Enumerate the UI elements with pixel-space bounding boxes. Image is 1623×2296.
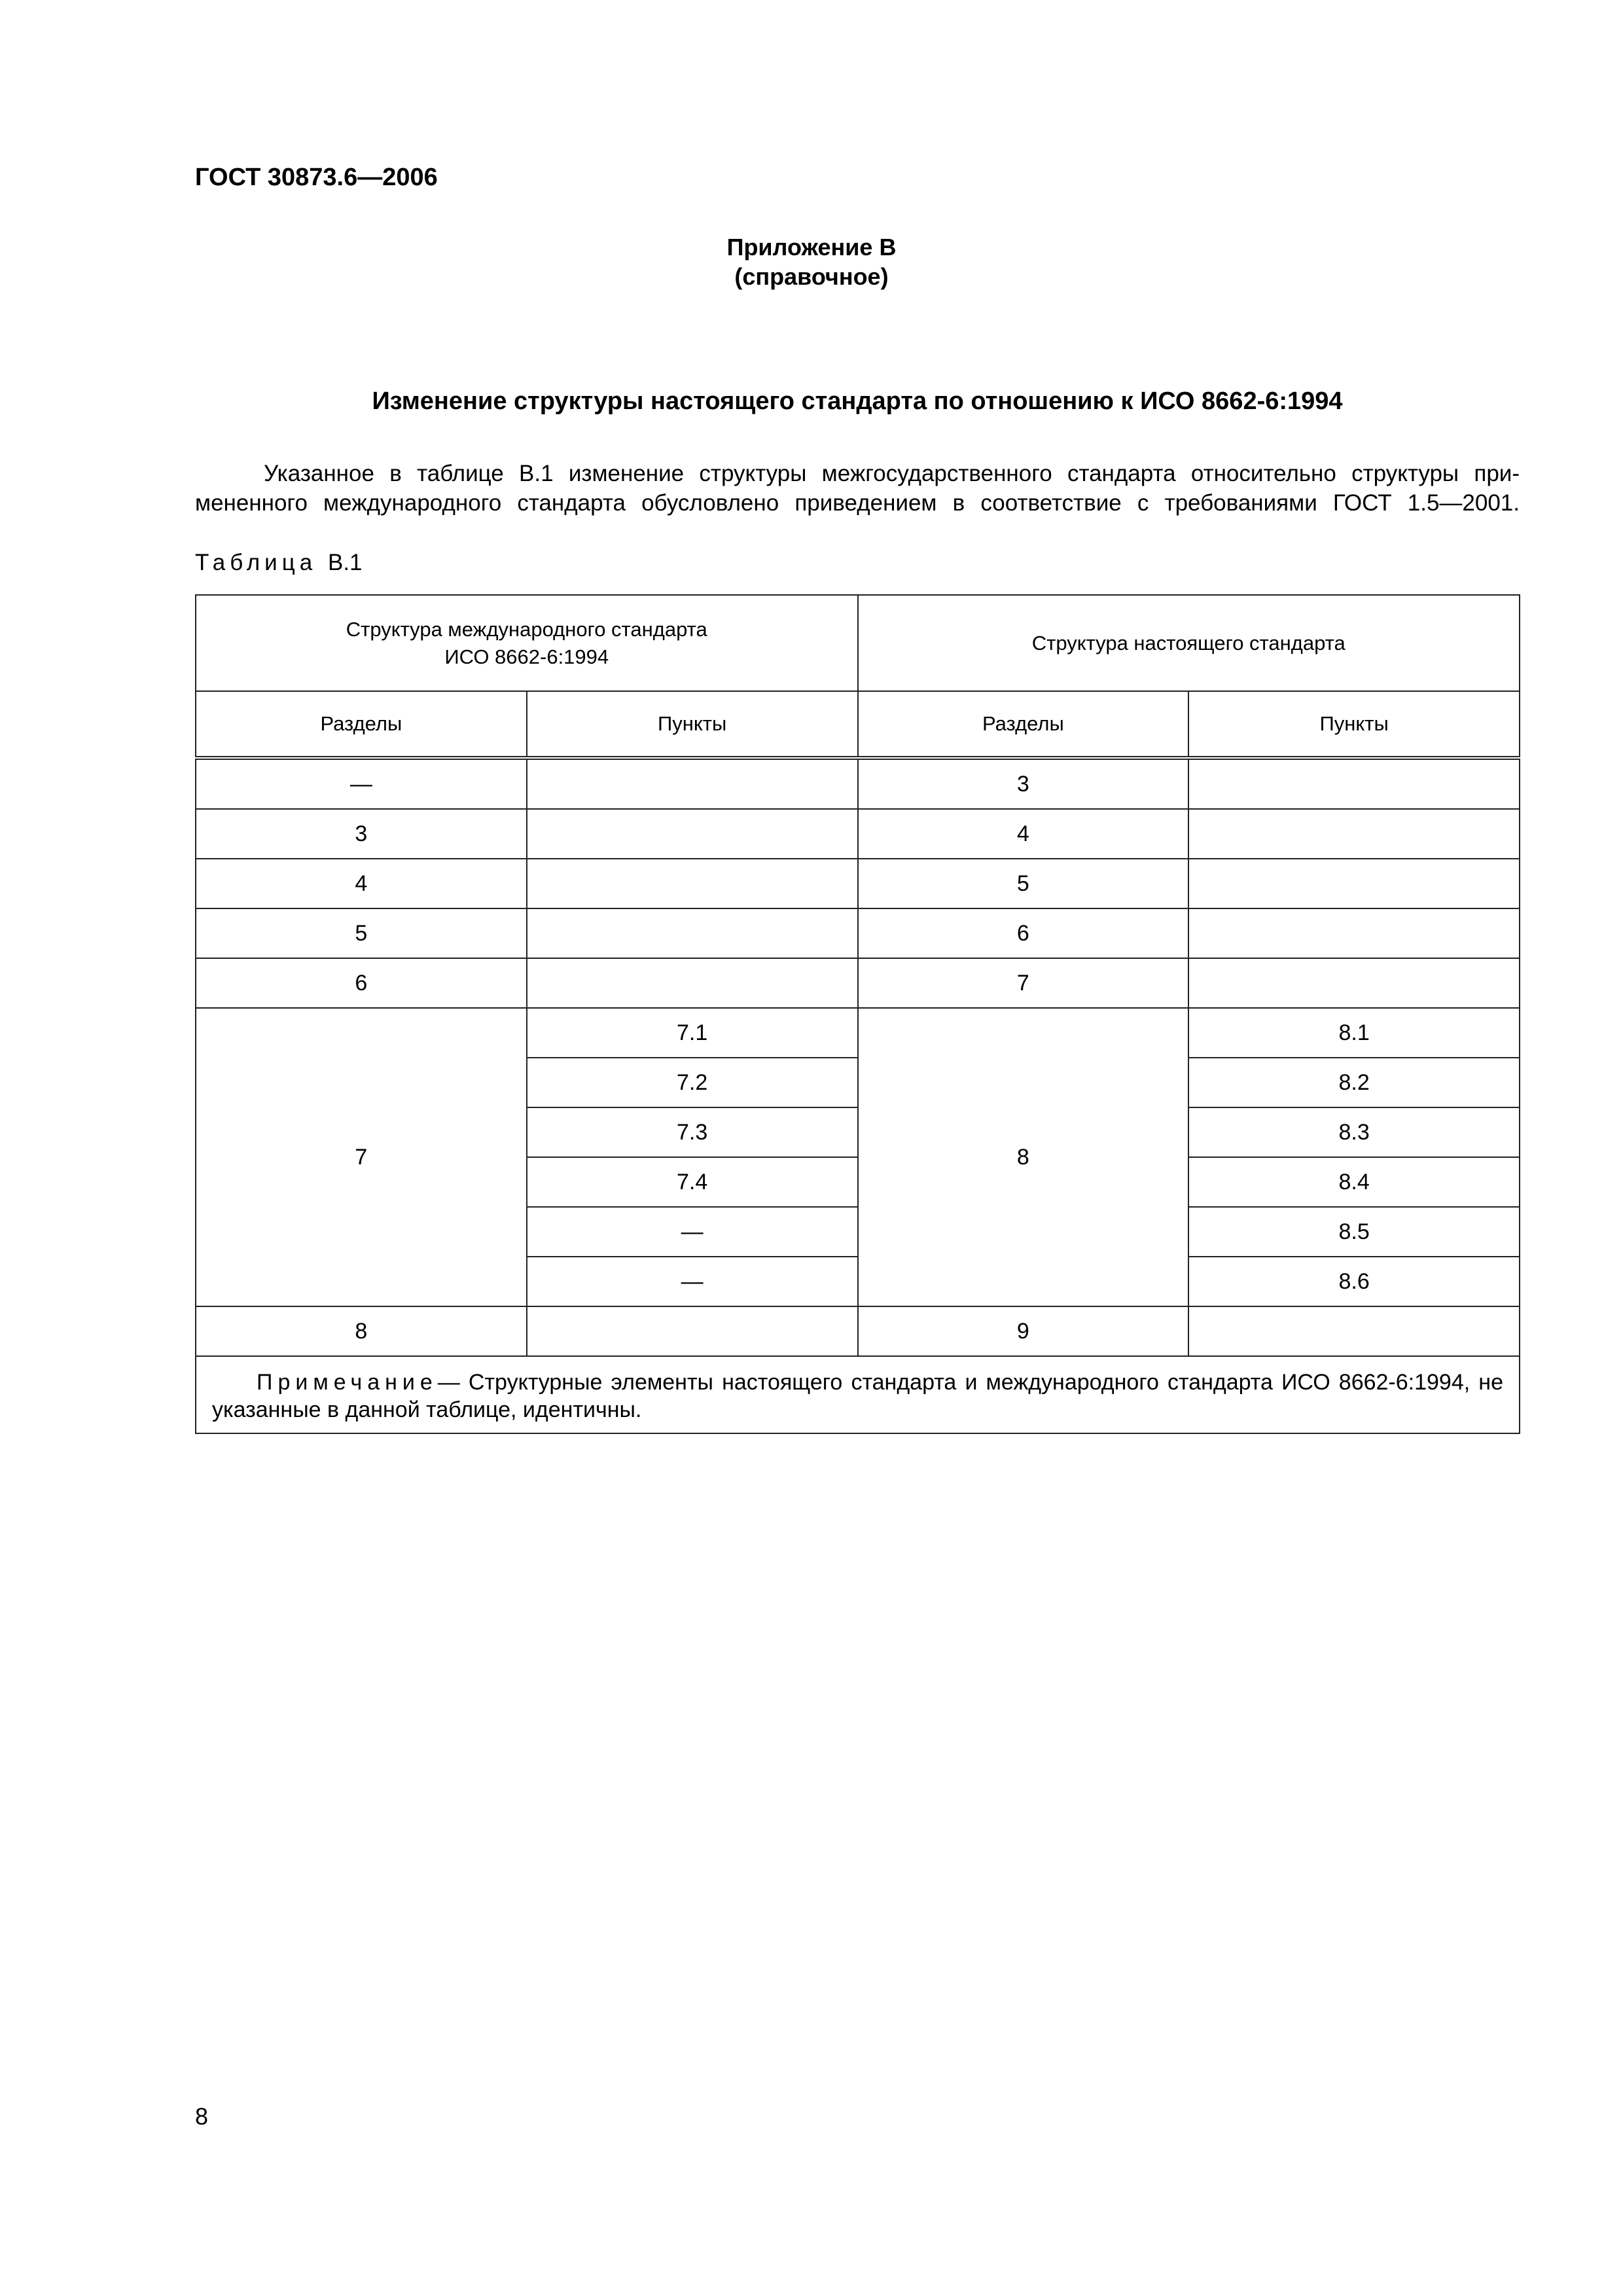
std-structure-header: Структура настоящего стандарта <box>857 594 1520 692</box>
appendix-type: (справочное) <box>734 263 889 290</box>
std-section-cell: 9 <box>857 1306 1190 1357</box>
table-row: 3 4 <box>195 808 1520 859</box>
table-row: 8 9 <box>195 1306 1520 1357</box>
std-clause-cell: 8.5 <box>1188 1206 1520 1257</box>
std-clauses-header: Пункты <box>1188 691 1520 760</box>
table-note: Примечание— Структурные элементы настоящ… <box>195 1355 1520 1434</box>
std-clause-cell <box>1188 958 1520 1009</box>
appendix-heading: Приложение В (справочное) <box>0 232 1623 291</box>
std-clause-cell <box>1188 757 1520 810</box>
iso-clause-cell: 7.3 <box>526 1107 859 1158</box>
table-caption: Таблица В.1 <box>195 550 363 576</box>
table-note-row: Примечание— Структурные элементы настоящ… <box>195 1355 1520 1434</box>
iso-clause-cell: — <box>526 1206 859 1257</box>
section-title: Изменение структуры настоящего стандарта… <box>372 387 1343 415</box>
std-section-cell: 5 <box>857 858 1190 909</box>
table-caption-number: В.1 <box>327 550 363 575</box>
std-clause-cell: 8.2 <box>1188 1057 1520 1108</box>
table-row: 7.2 8.2 <box>196 1057 1520 1108</box>
iso-section-cell: 7 <box>195 1007 527 1307</box>
iso-section-cell: — <box>195 757 527 810</box>
table-header-group-row: Структура международного стандарта ИСО 8… <box>195 594 1520 692</box>
iso-clause-cell: 7.4 <box>526 1157 859 1208</box>
paragraph-line-2: мененного международного стандарта обусл… <box>195 490 1520 516</box>
iso-header-line-2: ИСО 8662-6:1994 <box>444 645 609 668</box>
iso-clause-cell: — <box>526 1256 859 1307</box>
std-section-cell: 7 <box>857 958 1190 1009</box>
iso-sections-header: Разделы <box>195 691 527 760</box>
table-row: — 8.5 <box>196 1206 1520 1257</box>
std-section-cell: 8 <box>857 1007 1190 1307</box>
std-clause-cell <box>1188 908 1520 959</box>
appendix-label: Приложение В <box>726 234 897 260</box>
std-clause-cell <box>1188 858 1520 909</box>
std-clause-cell: 8.1 <box>1188 1007 1520 1058</box>
iso-clause-cell <box>526 858 859 909</box>
iso-section-cell: 6 <box>195 958 527 1009</box>
table-row: 5 6 <box>195 908 1520 959</box>
document-code: ГОСТ 30873.6—2006 <box>195 164 438 191</box>
iso-section-cell: 4 <box>195 858 527 909</box>
std-section-cell: 4 <box>857 808 1190 859</box>
iso-section-cell: 5 <box>195 908 527 959</box>
std-section-cell: 3 <box>857 757 1190 810</box>
iso-clause-cell <box>526 1306 859 1357</box>
iso-clause-cell <box>526 958 859 1009</box>
table-row: — 3 <box>195 757 1520 810</box>
iso-clause-cell: 7.2 <box>526 1057 859 1108</box>
note-text: — Структурные элементы настоящего станда… <box>212 1370 1503 1422</box>
iso-clause-cell: 7.1 <box>526 1007 859 1058</box>
structure-table: Структура международного стандарта ИСО 8… <box>195 594 1520 1434</box>
table-row: 7.3 8.3 <box>196 1107 1520 1158</box>
table-header-subrow: Разделы Пункты Разделы Пункты <box>195 691 1520 760</box>
iso-section-cell: 8 <box>195 1306 527 1357</box>
note-label: Примечание <box>257 1370 438 1395</box>
table-caption-word: Таблица <box>195 550 317 575</box>
std-sections-header: Разделы <box>857 691 1190 760</box>
paragraph-line-1: Указанное в таблице В.1 изменение структ… <box>264 461 1520 486</box>
std-clause-cell: 8.3 <box>1188 1107 1520 1158</box>
std-section-cell: 6 <box>857 908 1190 959</box>
std-clause-cell <box>1188 808 1520 859</box>
iso-header-line-1: Структура международного стандарта <box>346 617 707 641</box>
table-row: 6 7 <box>195 958 1520 1009</box>
iso-clause-cell <box>526 908 859 959</box>
iso-clause-cell <box>526 757 859 810</box>
iso-section-cell: 3 <box>195 808 527 859</box>
iso-structure-header: Структура международного стандарта ИСО 8… <box>195 594 859 692</box>
std-clause-cell: 8.4 <box>1188 1157 1520 1208</box>
std-clause-cell: 8.6 <box>1188 1256 1520 1307</box>
iso-clause-cell <box>526 808 859 859</box>
table-row: 7.4 8.4 <box>196 1157 1520 1208</box>
std-clause-cell <box>1188 1306 1520 1357</box>
table-row: 4 5 <box>195 858 1520 909</box>
table-row: — 8.6 <box>196 1256 1520 1307</box>
iso-clauses-header: Пункты <box>526 691 859 760</box>
page-number: 8 <box>195 2103 209 2130</box>
table-row: 7 7.1 8 8.1 <box>195 1007 1520 1307</box>
